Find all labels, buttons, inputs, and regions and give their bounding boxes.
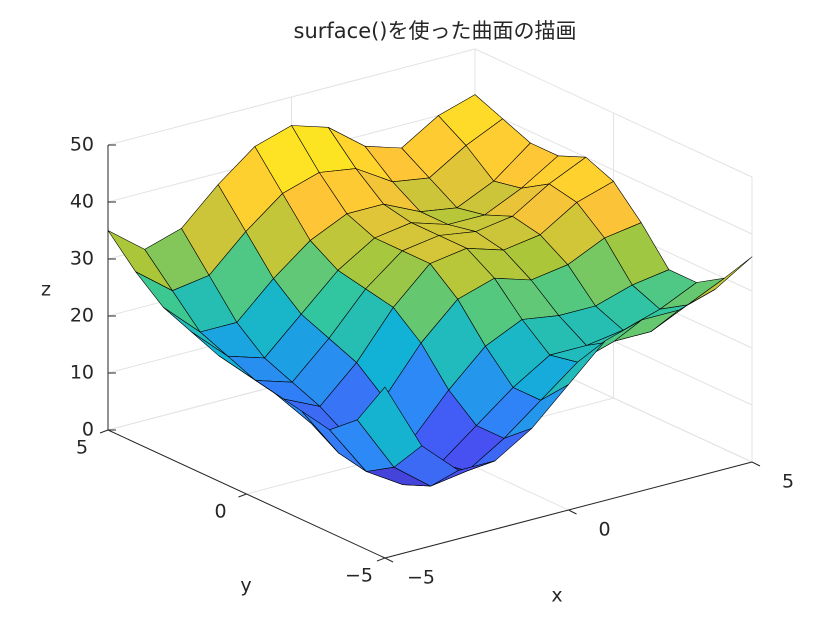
surface-face xyxy=(356,386,423,468)
x-tick-label: −5 xyxy=(407,567,435,589)
z-tick-label: 40 xyxy=(70,191,94,213)
grid-line xyxy=(107,48,476,146)
x-axis-label: x xyxy=(551,585,562,607)
grid-line xyxy=(474,48,753,178)
x-tick xyxy=(568,509,577,515)
z-axis-label: z xyxy=(41,279,51,301)
x-tick-label: 0 xyxy=(598,519,610,541)
y-axis-label: y xyxy=(240,575,251,597)
x-tick xyxy=(751,461,761,467)
chart-title: surface()を使った曲面の描画 xyxy=(294,19,577,43)
y-tick xyxy=(99,429,109,434)
z-tick-label: 20 xyxy=(70,305,94,327)
grid-line xyxy=(474,105,753,235)
x-tick-label: 5 xyxy=(782,471,794,493)
y-tick-label: 0 xyxy=(214,501,226,523)
z-tick-label: 10 xyxy=(70,362,94,384)
x-tick xyxy=(384,557,394,563)
y-tick xyxy=(376,557,386,562)
z-tick-label: 0 xyxy=(82,419,94,441)
y-tick xyxy=(238,493,247,498)
y-tick-label: 5 xyxy=(76,437,88,459)
z-tick-label: 30 xyxy=(70,248,94,270)
z-tick-label: 50 xyxy=(70,134,94,156)
y-tick-label: −5 xyxy=(345,565,373,587)
